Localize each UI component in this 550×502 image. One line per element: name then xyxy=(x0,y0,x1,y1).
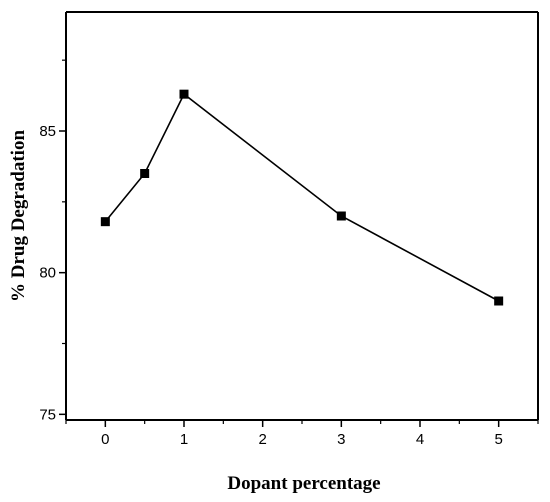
x-tick-label: 0 xyxy=(101,431,109,448)
y-tick-label: 85 xyxy=(39,123,56,140)
x-tick-label: 1 xyxy=(180,431,188,448)
data-point-marker xyxy=(100,217,110,227)
series-line xyxy=(104,92,500,302)
y-tick-label: 80 xyxy=(39,265,56,282)
data-point-marker xyxy=(336,211,346,221)
y-axis-title: % Drug Degradation xyxy=(8,130,29,302)
plot-frame xyxy=(65,11,539,421)
data-point-marker xyxy=(179,89,189,99)
x-axis-title: Dopant percentage xyxy=(227,473,380,494)
x-tick-label: 3 xyxy=(337,431,345,448)
data-point-marker xyxy=(494,296,504,306)
tick-labels: 0 1 2 3 4 5 75 80 85 xyxy=(39,123,503,448)
series-group xyxy=(100,89,504,306)
axis-ticks xyxy=(59,59,539,427)
y-tick-label: 75 xyxy=(39,406,56,423)
data-point-marker xyxy=(140,169,150,178)
x-tick-label: 4 xyxy=(416,431,424,448)
x-tick-label: 5 xyxy=(494,431,502,448)
x-tick-label: 2 xyxy=(258,431,266,448)
